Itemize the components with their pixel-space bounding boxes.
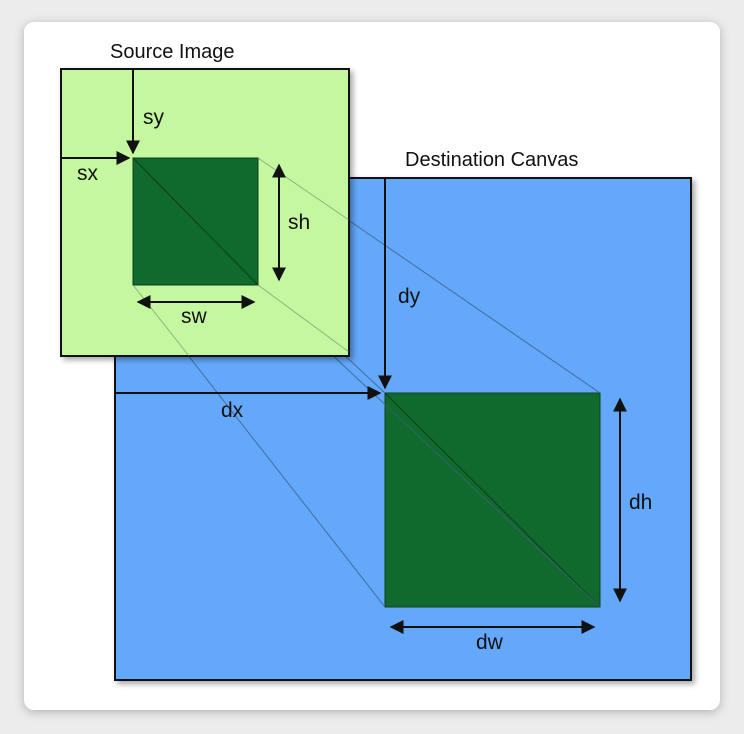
- dw-label: dw: [476, 631, 504, 654]
- dy-label: dy: [398, 285, 421, 308]
- sx-label: sx: [77, 162, 99, 185]
- dh-label: dh: [629, 491, 652, 514]
- destination-canvas-title: Destination Canvas: [405, 149, 578, 171]
- source-image-title: Source Image: [110, 41, 235, 63]
- sw-label: sw: [181, 305, 208, 328]
- destination-slice-diagonal: [384, 392, 601, 608]
- sy-label: sy: [143, 106, 165, 129]
- dx-label: dx: [221, 399, 244, 422]
- sh-label: sh: [288, 211, 310, 234]
- source-slice-diagonal: [132, 157, 259, 286]
